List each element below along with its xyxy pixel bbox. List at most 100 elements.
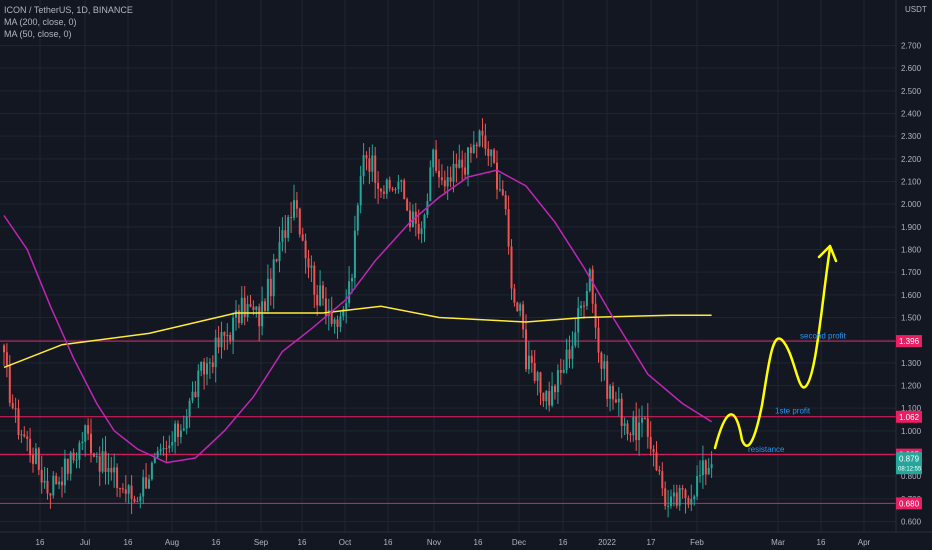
- y-tick-label: 2.600: [901, 64, 922, 73]
- x-tick-label: 16: [212, 538, 221, 547]
- y-tick-label: 1.000: [901, 427, 922, 436]
- y-tick-label: 0.800: [901, 472, 922, 481]
- candle: [310, 255, 313, 283]
- level-price-label: 1.396: [899, 337, 920, 346]
- candle-body: [710, 464, 713, 468]
- candle-body: [478, 130, 481, 147]
- candle-body: [101, 451, 104, 472]
- candle: [556, 364, 559, 405]
- candle-body: [672, 492, 675, 497]
- candle-body: [226, 335, 229, 337]
- candle: [124, 475, 127, 503]
- candle: [707, 458, 710, 475]
- candle-body: [612, 385, 614, 400]
- symbol-title[interactable]: ICON / TetherUS, 1D, BINANCE: [4, 5, 133, 15]
- candle: [40, 456, 43, 494]
- candle: [458, 144, 461, 169]
- candle-body: [701, 460, 704, 476]
- candle-body: [278, 241, 281, 262]
- candle: [406, 197, 409, 212]
- candle: [356, 202, 359, 236]
- candle-body: [353, 230, 356, 278]
- candle: [585, 282, 588, 310]
- candle: [264, 298, 266, 314]
- candle-body: [574, 332, 577, 346]
- candle: [359, 165, 362, 214]
- candle-body: [675, 492, 678, 506]
- candle-body: [142, 477, 145, 497]
- candle: [629, 432, 632, 443]
- candle: [43, 466, 46, 489]
- candle: [464, 152, 467, 178]
- candle-body: [182, 428, 185, 431]
- indicator-ma-50[interactable]: MA (50, close, 0): [4, 29, 72, 39]
- candle-body: [690, 499, 693, 505]
- candle: [600, 351, 603, 382]
- candle: [295, 192, 298, 218]
- candle: [475, 142, 478, 159]
- candle: [165, 440, 168, 462]
- candle: [643, 416, 646, 420]
- candle: [17, 399, 20, 440]
- candle-body: [438, 170, 440, 178]
- candle: [69, 450, 72, 481]
- candle-body: [664, 488, 667, 507]
- candle-body: [194, 391, 197, 397]
- current-price-tag: [896, 452, 922, 475]
- candle: [84, 424, 87, 457]
- candle-body: [336, 319, 339, 327]
- candle-body: [275, 259, 278, 262]
- candle-body: [246, 304, 249, 317]
- candle-body: [391, 188, 394, 191]
- candle: [293, 184, 295, 221]
- candle-body: [380, 188, 382, 192]
- candle-body: [255, 306, 258, 310]
- candle-body: [527, 355, 530, 370]
- y-tick-label: 1.200: [901, 382, 922, 391]
- candle: [632, 410, 635, 442]
- candle: [620, 393, 623, 439]
- candle: [382, 185, 385, 200]
- candle-body: [301, 234, 304, 241]
- indicator-ma-200[interactable]: MA (200, close, 0): [4, 17, 77, 27]
- candle-body: [92, 453, 95, 457]
- candle-body: [52, 475, 55, 496]
- candle: [704, 459, 707, 486]
- candle-body: [281, 230, 284, 242]
- candle-body: [362, 155, 365, 177]
- candle-body: [14, 408, 17, 410]
- candle: [507, 195, 510, 255]
- candle-body: [359, 176, 362, 206]
- candle-body: [37, 448, 40, 470]
- candle-body: [119, 487, 121, 489]
- candle: [11, 394, 14, 410]
- candle: [185, 409, 188, 435]
- candle-body: [304, 240, 307, 259]
- candle: [446, 166, 449, 200]
- candle-body: [704, 460, 707, 475]
- candle-body: [208, 362, 211, 364]
- candle-body: [191, 391, 194, 401]
- candle: [420, 221, 423, 244]
- candle-body: [237, 310, 240, 323]
- candle: [452, 150, 455, 193]
- candle-body: [95, 456, 98, 458]
- candle: [240, 286, 243, 325]
- candle: [672, 484, 675, 507]
- x-tick-label: Mar: [771, 538, 785, 547]
- candle-body: [562, 369, 565, 373]
- candle: [98, 446, 101, 487]
- candle-body: [121, 488, 124, 490]
- candle-body: [452, 163, 455, 182]
- candle-body: [203, 361, 206, 375]
- candle-body: [397, 181, 400, 190]
- y-tick-label: 1.300: [901, 359, 922, 368]
- candle: [583, 301, 585, 319]
- candle: [148, 474, 150, 489]
- candle: [168, 435, 171, 454]
- candle: [429, 160, 432, 202]
- candle-body: [113, 467, 116, 473]
- candle: [565, 338, 568, 374]
- candle: [266, 264, 269, 314]
